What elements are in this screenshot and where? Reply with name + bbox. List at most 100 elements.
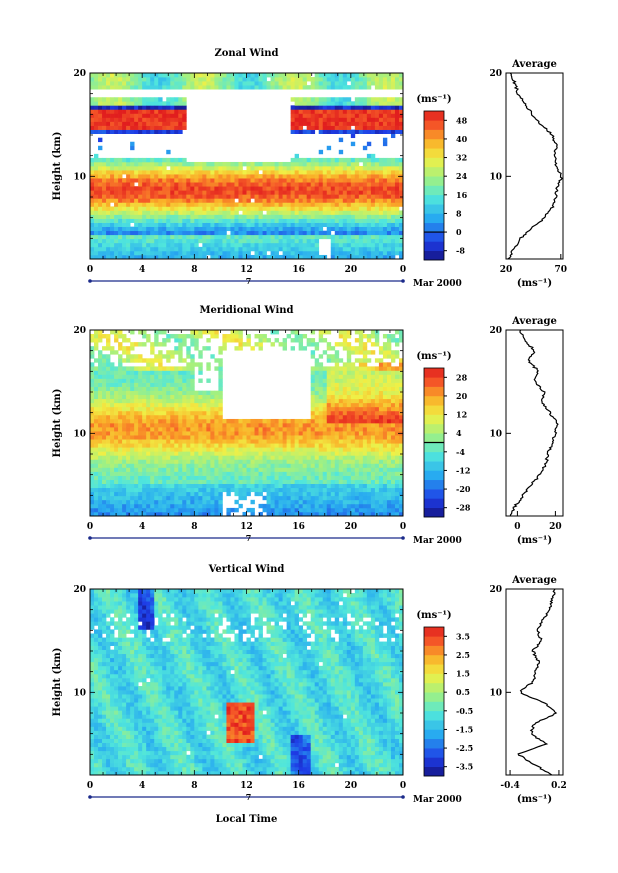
heatmap-cell [170,210,175,215]
heatmap-cell [122,499,127,505]
heatmap-cell [154,479,159,484]
heatmap-cell [262,246,267,252]
heatmap-cell [166,374,171,379]
heatmap-cell [362,101,368,106]
heatmap-cell [390,170,396,175]
heatmap-cell [170,121,175,126]
heatmap-cell [262,451,267,456]
heatmap-cell [290,182,295,187]
heatmap-cell [114,398,119,404]
heatmap-cell [302,194,308,199]
heatmap-cell [398,117,404,122]
heatmap-cell [398,194,404,199]
heatmap-cell [162,129,167,134]
heatmap-cell [166,97,171,102]
heatmap-cell [94,218,99,223]
heatmap-cell [234,443,239,448]
heatmap-cell [390,222,396,227]
heatmap-cell [186,398,191,404]
heatmap-cell [258,467,263,472]
heatmap-cell [142,210,147,215]
heatmap-cell [386,125,392,130]
heatmap-cell [270,190,275,195]
heatmap-cell [206,246,211,252]
heatmap-cell [146,157,151,163]
heatmap-cell [162,81,167,86]
heatmap-cell [258,459,263,464]
heatmap-cell [202,166,207,171]
heatmap-cell [218,503,223,509]
heatmap-cell [354,161,360,167]
heatmap-cell [202,479,207,484]
heatmap-cell [182,210,187,215]
heatmap-cell [218,463,223,468]
heatmap-cell [194,402,199,408]
heatmap-cell [174,414,179,420]
heatmap-cell [118,202,123,207]
heatmap-cell [178,206,183,211]
heatmap-cell [130,117,135,122]
heatmap-cell [134,170,139,175]
heatmap-cell [102,362,107,367]
heatmap-cell [138,439,143,444]
heatmap-cell [254,418,259,424]
heatmap-cell [214,511,219,517]
heatmap-cell [206,487,211,493]
heatmap-cell [146,250,151,256]
heatmap-cell [362,157,368,163]
heatmap-cell [198,410,203,416]
heatmap-cell [106,109,111,114]
heatmap-cell [230,202,235,207]
heatmap-cell [282,242,287,248]
heatmap-cell [318,406,324,412]
heatmap-cell [178,121,183,126]
heatmap-cell [182,174,187,179]
heatmap-cell [102,206,107,211]
heatmap-cell [106,402,111,408]
heatmap-cell [98,479,103,484]
heatmap-cell [122,350,127,355]
heatmap-cell [330,386,336,391]
heatmap-cell [202,182,207,187]
heatmap-cell [250,222,255,227]
heatmap-cell [138,479,143,484]
heatmap-cell [214,222,219,227]
heatmap-cell [162,238,167,244]
heatmap-cell [382,246,388,252]
heatmap-cell [282,455,287,460]
heatmap-cell [90,125,95,130]
heatmap-cell [226,214,231,219]
heatmap-cell [134,101,139,106]
heatmap-cell [102,459,107,464]
heatmap-cell [266,166,271,171]
heatmap-cell [114,443,119,448]
heatmap-cell [110,117,115,122]
heatmap-cell [258,242,263,248]
heatmap-cell [90,362,95,367]
heatmap-cell [178,483,183,489]
heatmap-cell [134,202,139,207]
heatmap-cell [282,234,287,240]
heatmap-cell [278,246,283,252]
heatmap-cell [206,495,211,501]
heatmap-cell [330,97,336,102]
heatmap-cell [198,471,203,476]
heatmap-cell [374,206,380,211]
heatmap-cell [286,242,291,248]
heatmap-cell [342,250,348,256]
heatmap-cell [130,161,135,167]
heatmap-cell [146,495,151,501]
heatmap-cell [246,198,251,203]
heatmap-cell [102,423,107,428]
heatmap-cell [250,443,255,448]
heatmap-cell [330,507,336,513]
heatmap-cell [102,226,107,232]
heatmap-cell [270,503,275,509]
heatmap-cell [194,346,199,351]
heatmap-cell [166,129,171,134]
heatmap-cell [222,161,227,167]
heatmap-cell [222,73,227,78]
heatmap-cell [234,234,239,240]
heatmap-cell [138,166,143,171]
heatmap-cell [134,246,139,252]
